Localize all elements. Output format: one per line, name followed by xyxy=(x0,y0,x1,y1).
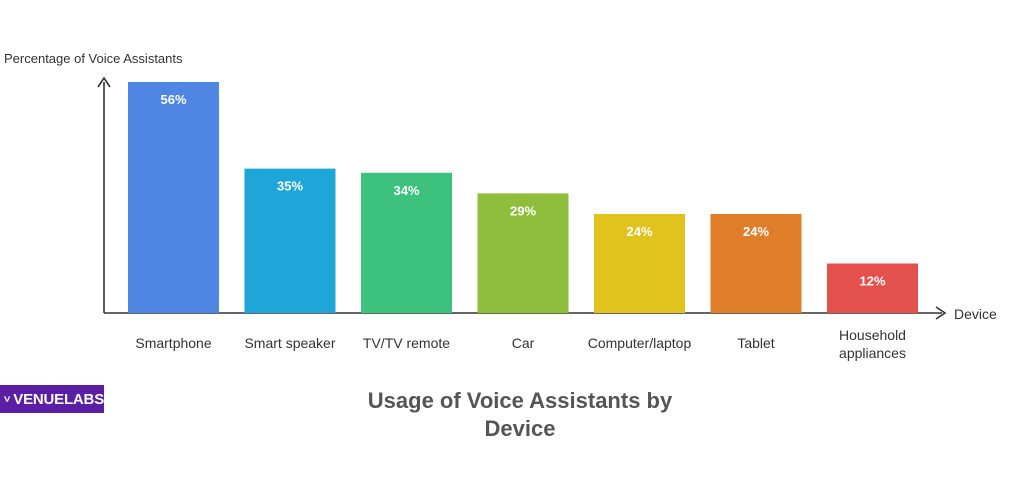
category-labels: Smartphone Smart speaker TV/TV remote Car Co… xyxy=(135,327,906,361)
category-label: Car xyxy=(512,335,535,351)
category-label: TV/TV remote xyxy=(363,335,450,351)
category-label: Smartphone xyxy=(135,335,211,351)
logo-v-icon xyxy=(4,396,11,402)
category-label: Smart speaker xyxy=(244,335,335,351)
bar-smart-speaker xyxy=(244,168,336,313)
y-axis-arrow xyxy=(97,76,111,88)
bar-value-label: 56% xyxy=(160,92,186,107)
bar-household-appliances xyxy=(827,263,918,313)
logo-text: VENUELABS xyxy=(13,390,104,408)
bar-value-label: 24% xyxy=(626,224,652,239)
bar-value-label: 29% xyxy=(510,203,536,218)
bar-value-label: 12% xyxy=(859,274,885,289)
bar-value-label: 24% xyxy=(743,224,769,239)
bar-tablet xyxy=(710,214,802,313)
bar-smartphone xyxy=(128,82,219,313)
bar-computer-laptop xyxy=(594,214,685,313)
bar-car xyxy=(477,193,569,313)
x-axis-arrow xyxy=(935,306,947,320)
bar-value-label: 34% xyxy=(393,183,419,198)
bar-tv-tv-remote xyxy=(361,172,452,313)
y-axis-label: Percentage of Voice Assistants xyxy=(4,51,183,66)
category-label: Computer/laptop xyxy=(588,335,692,351)
chart-title-line-2: Device xyxy=(485,416,556,441)
x-axis-label: Device xyxy=(954,306,997,322)
bar-value-label: 35% xyxy=(277,179,303,194)
bar-group: 56% 35% 34% 29% 24% 24% 12% xyxy=(128,82,918,313)
category-label: Household appliances xyxy=(839,327,906,361)
category-label: Tablet xyxy=(737,335,774,351)
venuelabs-logo: VENUELABS xyxy=(0,385,104,413)
chart-title-line-1: Usage of Voice Assistants by xyxy=(368,388,673,413)
